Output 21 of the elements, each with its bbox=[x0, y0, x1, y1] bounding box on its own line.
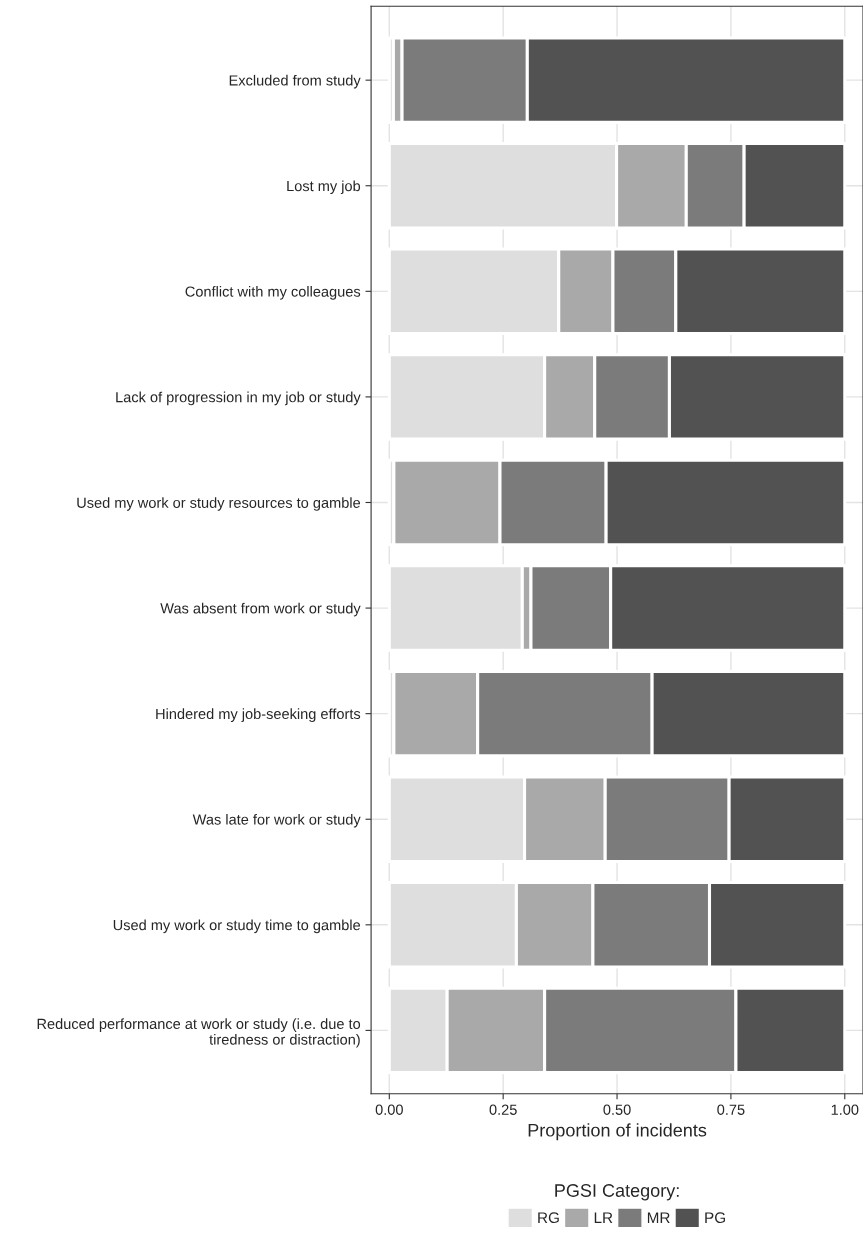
y-tick-label: Lost my job bbox=[287, 180, 361, 195]
x-tick-label: 0.25 bbox=[489, 1104, 517, 1115]
y-tick-label: Lack of progression in my job or study bbox=[116, 391, 361, 406]
y-tick-label: Was late for work or study bbox=[192, 813, 361, 828]
x-axis-title: Proportion of incidents bbox=[528, 1123, 707, 1141]
legend-label: PG bbox=[705, 1212, 725, 1224]
x-tick-label: 0.50 bbox=[603, 1104, 631, 1115]
y-tick-label: Conflict with my colleagues bbox=[185, 286, 361, 300]
legend-label: MR bbox=[647, 1212, 670, 1223]
x-tick-label: 0.00 bbox=[375, 1104, 403, 1115]
y-tick-label: Reduced performance at work or study (i.e. due to tiredness or distraction) bbox=[37, 1018, 361, 1048]
legend-label: RG bbox=[538, 1212, 559, 1224]
legend-label: LR bbox=[594, 1212, 613, 1223]
y-tick-label: Used my work or study resources to gamble bbox=[77, 497, 361, 511]
y-tick-label: Excluded from study bbox=[229, 74, 361, 89]
y-tick-label: Was absent from work or study bbox=[160, 602, 361, 617]
x-tick-label: 1.00 bbox=[831, 1104, 859, 1115]
x-tick-label: 0.75 bbox=[717, 1104, 745, 1115]
y-tick-label: Used my work or study time to gamble bbox=[113, 919, 361, 934]
y-tick-label: Hindered my job-seeking efforts bbox=[156, 708, 361, 722]
legend-title: PGSI Category: bbox=[555, 1184, 679, 1201]
